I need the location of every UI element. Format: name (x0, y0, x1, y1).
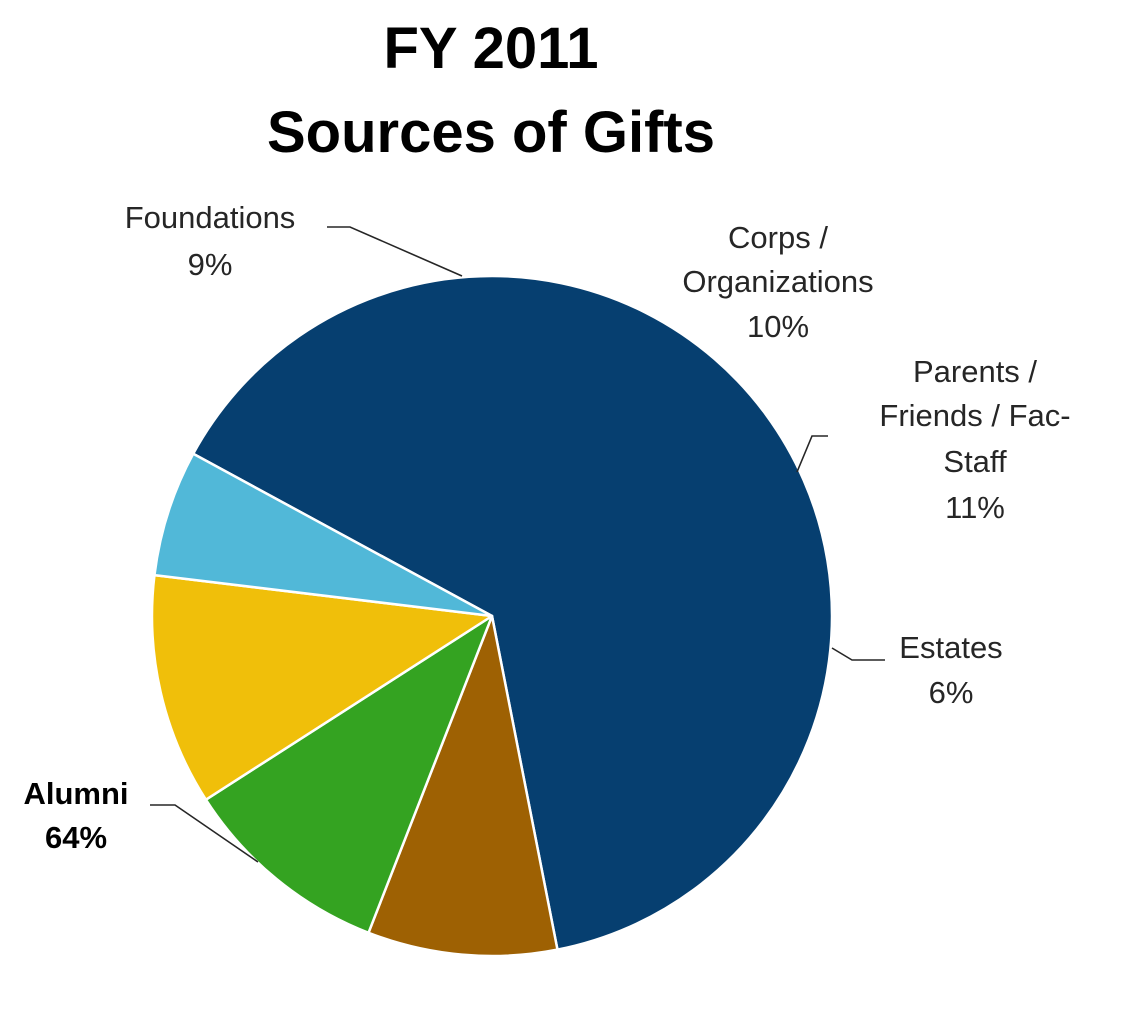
slice-percent-foundations: 9% (188, 247, 233, 282)
pie-slice-corps-organizations (204, 614, 494, 935)
slice-percent-alumni: 64% (45, 820, 107, 855)
chart-title-line: FY 2011 (383, 16, 598, 81)
slice-label-foundations: Foundations (125, 200, 296, 235)
pie-slices (150, 274, 834, 958)
slice-label-parents-friends-fac-staff: Staff (943, 444, 1007, 479)
leader-lines (150, 226, 885, 863)
pie-slice-estates (153, 452, 494, 618)
slice-label-alumni: Alumni (23, 776, 128, 811)
pie-slice-parents-friends-fac-staff (150, 573, 494, 801)
chart-title-line: Sources of Gifts (267, 100, 715, 165)
slice-percent-corps-organizations: 10% (747, 309, 809, 344)
leader-line (150, 804, 259, 863)
leader-line (327, 226, 463, 277)
slice-label-parents-friends-fac-staff: Parents / (913, 354, 1037, 389)
slice-percent-parents-friends-fac-staff: 11% (945, 490, 1005, 525)
slice-label-corps-organizations: Organizations (682, 264, 873, 299)
pie-slice-foundations (367, 614, 559, 958)
slice-labels: Alumni 64% Foundations 9% Corps / Organizatio… (23, 200, 1070, 855)
slice-label-corps-organizations: Corps / (728, 220, 828, 255)
leader-line (831, 647, 885, 661)
slice-label-estates: Estates (899, 630, 1002, 665)
slice-label-parents-friends-fac-staff: Friends / Fac- (879, 398, 1070, 433)
pie-slice-alumni (191, 274, 834, 951)
chart-title: FY 2011 Sources of Gifts (267, 16, 715, 165)
slice-percent-estates: 6% (929, 675, 974, 710)
leader-line (796, 435, 828, 473)
